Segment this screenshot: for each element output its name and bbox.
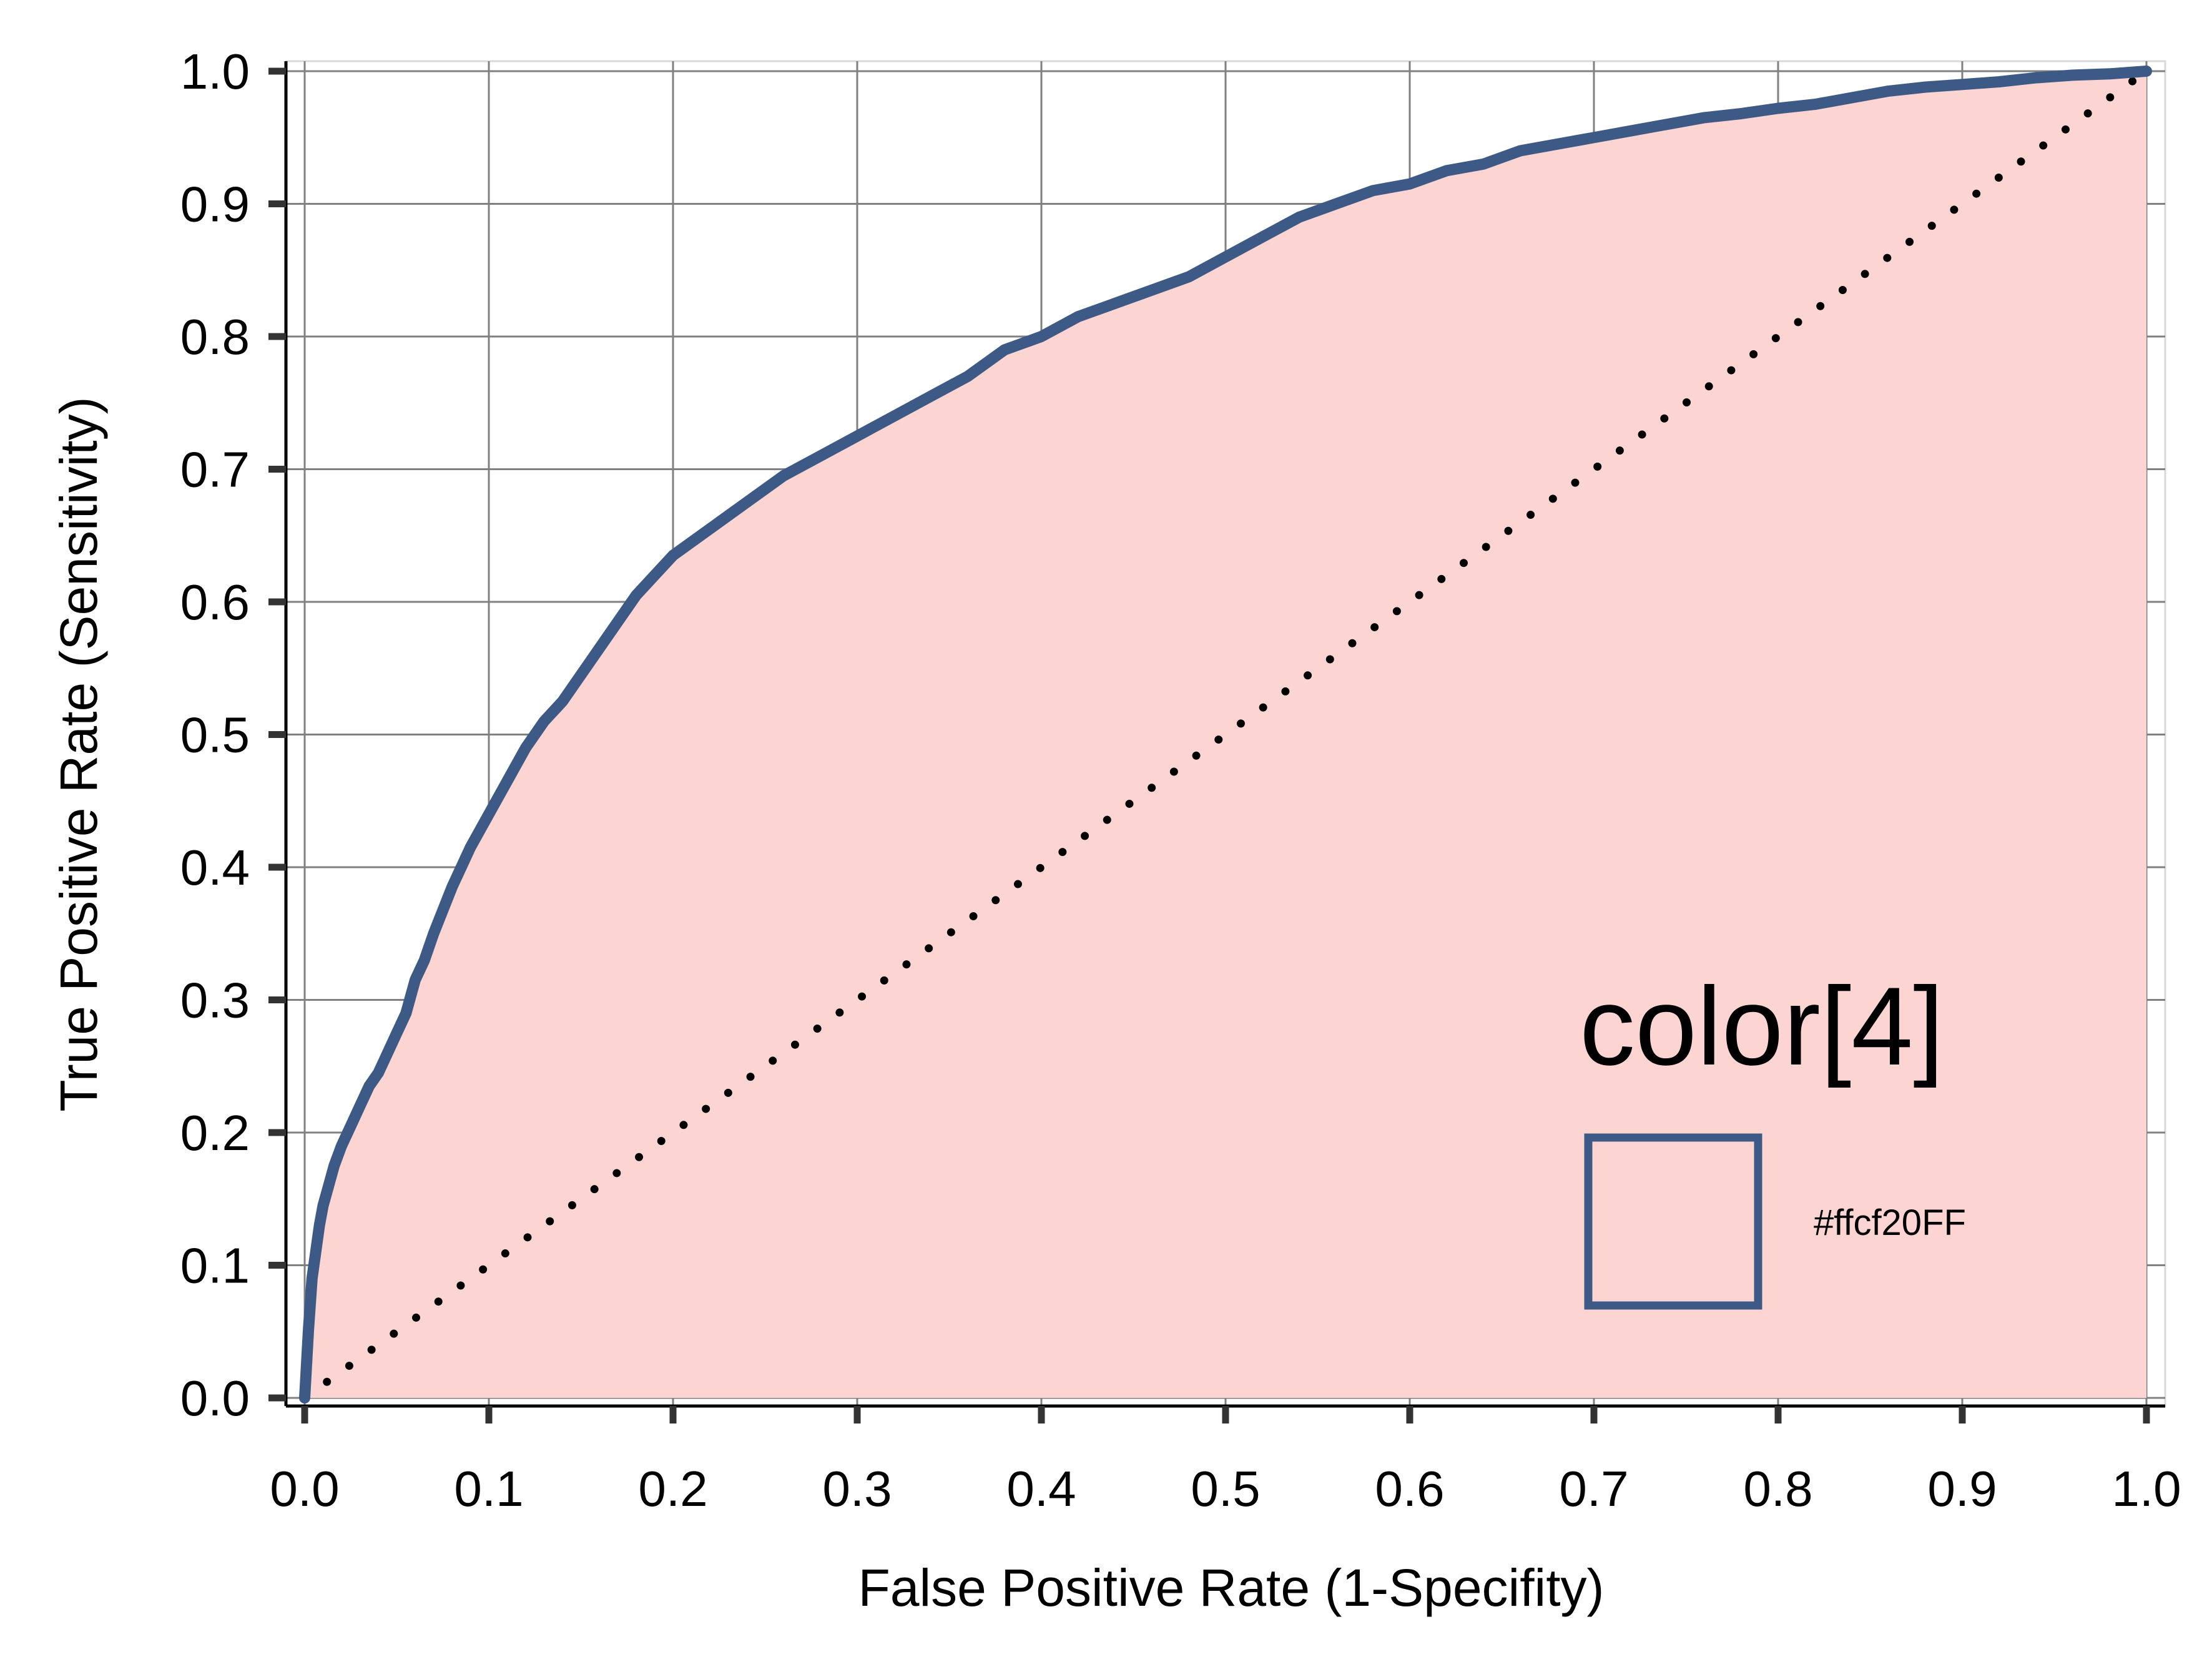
x-tick-label: 0.1 — [454, 1461, 523, 1517]
y-tick-label: 0.9 — [180, 177, 250, 232]
y-tick-label: 0.3 — [180, 973, 250, 1028]
x-tick-label: 0.3 — [822, 1461, 892, 1517]
y-tick-label: 0.7 — [180, 442, 250, 498]
x-tick-label: 0.6 — [1375, 1461, 1444, 1517]
x-tick-label: 0.9 — [1927, 1461, 1997, 1517]
y-tick-label: 0.6 — [180, 574, 250, 630]
y-tick-label: 0.1 — [180, 1238, 250, 1294]
roc-curve — [299, 66, 2152, 1404]
x-axis-title: False Positive Rate (1-Specifity) — [858, 1558, 1604, 1617]
reference-diagonal-line — [300, 67, 2151, 1402]
y-axis-title: True Positive Rate (Sensitivity) — [49, 396, 108, 1111]
y-tick-label: 0.0 — [180, 1370, 250, 1426]
legend-title: color[4] — [1580, 964, 1944, 1088]
x-tick-label: 0.0 — [270, 1461, 339, 1517]
y-tick-label: 1.0 — [180, 44, 250, 99]
y-tick-label: 0.8 — [180, 309, 250, 365]
x-tick-label: 0.7 — [1559, 1461, 1628, 1517]
x-tick-label: 0.4 — [1006, 1461, 1076, 1517]
x-tick-label: 1.0 — [2111, 1461, 2181, 1517]
reference-diagonal — [300, 67, 2151, 1402]
legend-swatch — [1584, 1133, 1762, 1310]
x-tick-label: 0.8 — [1743, 1461, 1812, 1517]
y-axis-ticks: 0.0 0.1 0.2 0.3 0.4 0.5 0.6 0.7 0.8 0.9 1.0 — [180, 44, 286, 1426]
y-tick-label: 0.4 — [180, 840, 250, 895]
legend: color[4] #ffcf20FF — [1580, 964, 1966, 1310]
x-tick-label: 0.5 — [1191, 1461, 1260, 1517]
y-tick-label: 0.2 — [180, 1105, 250, 1161]
legend-label: #ffcf20FF — [1814, 1202, 1966, 1243]
roc-curve-line — [299, 66, 2152, 1404]
y-tick-label: 0.5 — [180, 707, 250, 763]
x-axis-ticks: 0.0 0.1 0.2 0.3 0.4 0.5 0.6 0.7 0.8 0.9 1.0 — [270, 1406, 2181, 1517]
x-tick-label: 0.2 — [638, 1461, 707, 1517]
